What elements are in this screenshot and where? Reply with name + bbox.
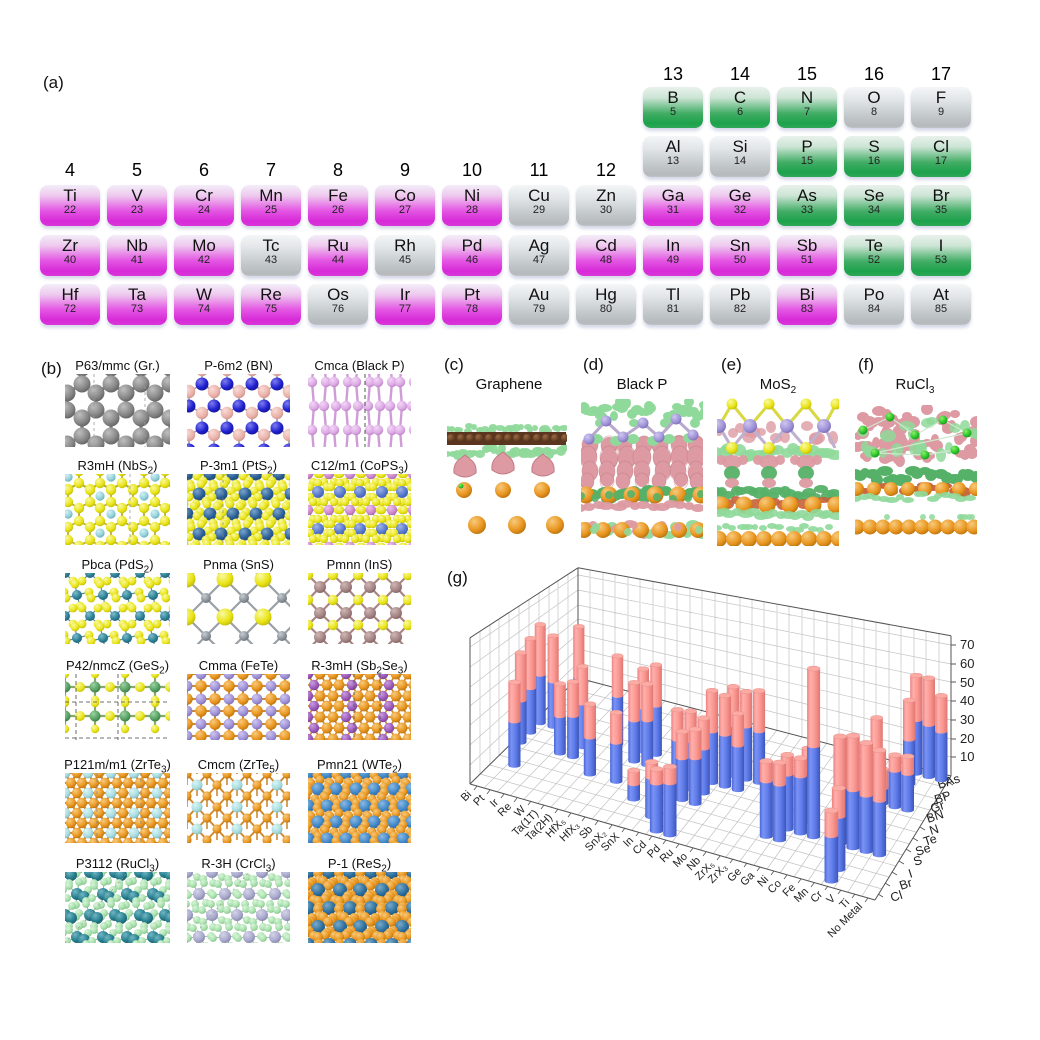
- svg-text:Te: Te: [922, 831, 939, 848]
- svg-text:60: 60: [960, 656, 974, 671]
- svg-text:I: I: [907, 866, 915, 880]
- svg-text:BN: BN: [925, 807, 946, 826]
- svg-text:50: 50: [960, 675, 974, 690]
- svg-text:Pt: Pt: [471, 793, 487, 809]
- svg-text:Cr: Cr: [808, 888, 825, 905]
- svg-text:V: V: [824, 892, 838, 906]
- svg-text:Cl: Cl: [889, 888, 905, 905]
- svg-text:S: S: [912, 853, 924, 869]
- svg-text:40: 40: [960, 693, 974, 708]
- svg-text:Br: Br: [898, 876, 914, 893]
- svg-text:Se: Se: [914, 841, 933, 859]
- svg-text:N: N: [928, 822, 941, 838]
- svg-text:30: 30: [960, 712, 974, 727]
- svg-text:10: 10: [960, 749, 974, 764]
- svg-text:70: 70: [960, 637, 974, 652]
- svg-text:BP: BP: [933, 788, 953, 806]
- svg-text:Gr: Gr: [929, 798, 947, 816]
- svg-text:20: 20: [960, 731, 974, 746]
